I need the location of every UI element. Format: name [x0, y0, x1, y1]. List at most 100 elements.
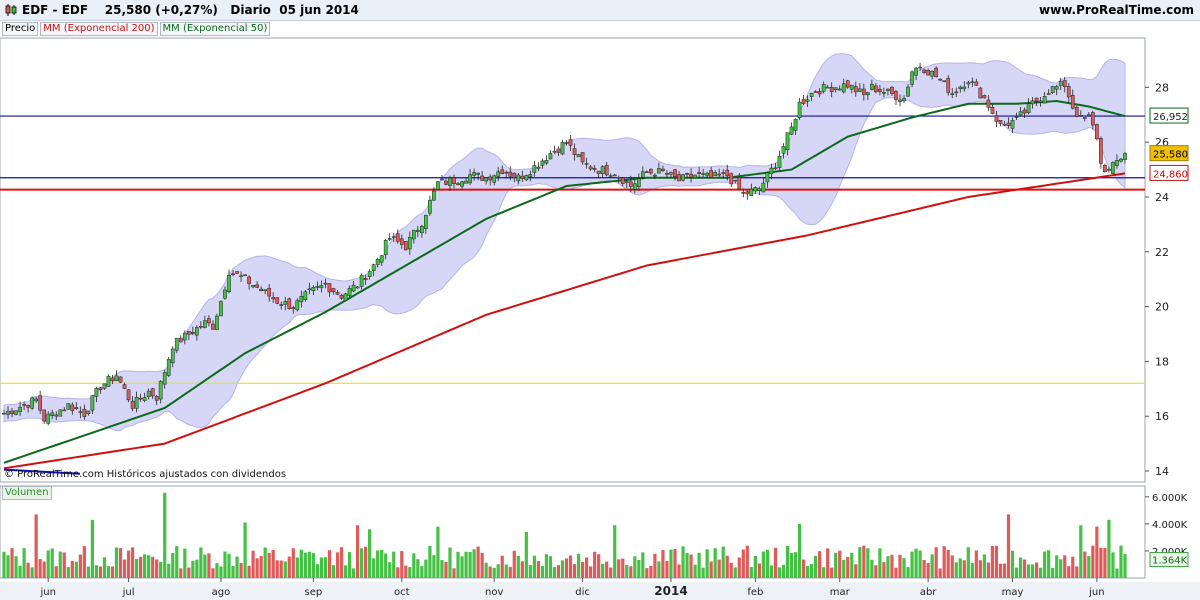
- volume-bar: [854, 564, 858, 578]
- candle-body: [705, 172, 709, 176]
- volume-bar: [713, 548, 717, 578]
- candle-body: [817, 91, 822, 95]
- candle-body: [906, 86, 910, 97]
- volume-bar: [392, 551, 396, 578]
- candle-body: [1058, 81, 1063, 86]
- volume-bars: [2, 492, 1127, 578]
- x-tick-label: nov: [485, 587, 503, 598]
- candle-body: [403, 241, 408, 251]
- volume-bar: [452, 568, 456, 578]
- volume-bar: [50, 548, 54, 578]
- volume-bar: [175, 546, 179, 578]
- candle-body: [717, 173, 722, 176]
- candle-body: [110, 377, 115, 382]
- candle-body: [1014, 116, 1019, 118]
- volume-bar: [556, 565, 561, 578]
- candle-body: [1091, 112, 1095, 126]
- x-tick-label: abr: [920, 587, 937, 598]
- candle-body: [673, 169, 677, 178]
- volume-bar: [307, 551, 311, 578]
- volume-bar: [834, 552, 838, 578]
- candle-body: [576, 154, 581, 158]
- volume-bar: [359, 548, 364, 578]
- volume-bar: [978, 560, 982, 578]
- candles: [2, 62, 1127, 426]
- candle-body: [902, 98, 906, 102]
- candle-body: [793, 119, 798, 131]
- candle-body: [894, 91, 898, 100]
- volume-bar: [757, 563, 761, 578]
- site-link[interactable]: www.ProRealTime.com: [1039, 3, 1194, 17]
- candle-body: [580, 152, 585, 163]
- candle-body: [616, 177, 621, 179]
- candle-body: [263, 289, 268, 292]
- volume-bar: [143, 554, 147, 578]
- volume-bar: [516, 555, 520, 578]
- candle-body: [223, 289, 227, 299]
- volume-bar: [179, 568, 183, 578]
- candle-body: [596, 170, 601, 174]
- volume-bar: [958, 558, 962, 578]
- volume-bar: [2, 551, 6, 578]
- x-tick-label: may: [1002, 587, 1024, 598]
- volume-bar: [617, 559, 621, 578]
- volume-bar: [70, 560, 74, 578]
- legend-ma200[interactable]: MM (Exponencial 200): [40, 22, 158, 36]
- volume-bar: [1095, 526, 1099, 578]
- volume-bar: [1091, 545, 1095, 578]
- candle-body: [689, 173, 693, 178]
- candle-body: [604, 165, 609, 176]
- volume-bar: [311, 553, 315, 578]
- volume-bar: [721, 546, 725, 578]
- volume-bar: [745, 545, 749, 578]
- candle-body: [564, 142, 569, 144]
- candle-body: [809, 92, 814, 97]
- volume-bar: [725, 555, 729, 578]
- volume-bar: [191, 560, 195, 578]
- volume-bar: [400, 551, 404, 578]
- price-tick-label: 14: [1155, 465, 1169, 478]
- candle-body: [114, 375, 119, 381]
- volume-legend[interactable]: Volumen: [2, 486, 52, 500]
- candle-body: [1022, 109, 1027, 114]
- volume-bar: [765, 549, 770, 578]
- candle-body: [186, 330, 191, 335]
- volume-bar: [6, 555, 10, 578]
- price-tick-label: 20: [1155, 301, 1169, 314]
- candle-body: [681, 174, 685, 181]
- price-tick-label: 22: [1155, 246, 1169, 259]
- candle-body: [118, 376, 123, 383]
- volume-bar: [227, 553, 231, 578]
- candle-body: [1078, 115, 1083, 117]
- candle-body: [235, 271, 239, 274]
- volume-bar: [283, 561, 287, 578]
- candle-body: [962, 86, 967, 90]
- volume-bar: [1087, 556, 1091, 578]
- candle-body: [311, 287, 316, 292]
- candle-body: [813, 91, 818, 93]
- volume-bar: [661, 550, 665, 578]
- candle-body: [363, 278, 368, 281]
- volume-bar: [183, 548, 187, 578]
- candle-body: [789, 126, 794, 135]
- candle-body: [954, 91, 959, 94]
- legend-ma50[interactable]: MM (Exponencial 50): [159, 22, 271, 36]
- volume-bar: [319, 557, 324, 578]
- volume-bar: [106, 566, 111, 578]
- candle-body: [1042, 96, 1047, 104]
- price-tick-label: 24: [1155, 191, 1169, 204]
- legend-price[interactable]: Precio: [2, 22, 39, 36]
- candle-body: [1026, 103, 1031, 114]
- candle-body: [825, 86, 830, 89]
- volume-bar: [669, 549, 673, 578]
- candle-body: [154, 396, 159, 401]
- x-tick-label: oct: [394, 587, 410, 598]
- volume-bar: [1103, 547, 1107, 578]
- candle-body: [878, 88, 882, 92]
- volume-bar: [593, 551, 597, 578]
- price-tick-label: 16: [1155, 410, 1169, 423]
- candle-body: [1111, 162, 1115, 174]
- volume-bar: [954, 562, 958, 578]
- volume-bar: [990, 545, 995, 578]
